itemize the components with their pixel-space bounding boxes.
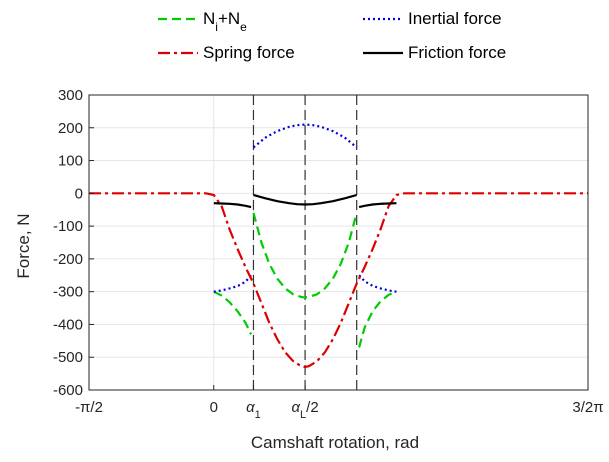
series-ni-ne xyxy=(213,212,397,348)
legend-label: Spring force xyxy=(203,43,295,62)
y-tick-label: 0 xyxy=(75,185,83,202)
series-segment xyxy=(213,202,252,209)
series-segment xyxy=(358,274,397,293)
series-spring-force xyxy=(89,192,588,369)
series-segment xyxy=(252,212,358,299)
legend-label: Inertial force xyxy=(408,9,502,28)
series-lines xyxy=(89,123,588,369)
x-tick-label: 3/2π xyxy=(572,399,603,416)
axes xyxy=(88,94,589,391)
y-tick-label: -500 xyxy=(53,349,83,366)
alpha-markers xyxy=(252,95,358,390)
series-segment xyxy=(358,202,397,209)
plot-frame xyxy=(88,94,589,391)
series-segment xyxy=(253,193,357,206)
y-tick-label: 200 xyxy=(58,120,83,137)
series-segment xyxy=(213,290,253,335)
x-axis-label: Camshaft rotation, rad xyxy=(251,433,419,452)
y-tick-label: -400 xyxy=(53,316,83,333)
legend-label: Ni+Ne xyxy=(203,9,247,34)
series-inertial-force xyxy=(213,123,397,293)
series-segment xyxy=(252,123,358,149)
y-tick-label: -100 xyxy=(53,218,83,235)
legend-label: Friction force xyxy=(408,43,506,62)
y-tick-label: 100 xyxy=(58,153,83,170)
x-tick-label: α1 xyxy=(246,399,261,421)
legend-item-spring-force: Spring force xyxy=(158,43,295,62)
tick-labels: 300 200 100 0 -100 -200 -300 -400 -500 -600-π/2 0 α… xyxy=(53,87,604,421)
x-tick-label: αL/2 xyxy=(291,399,318,421)
y-axis-label: Force, N xyxy=(14,213,33,278)
y-tick-label: -200 xyxy=(53,251,83,268)
series-segment xyxy=(213,274,252,293)
legend-item-ni-ne: Ni+Ne xyxy=(158,9,247,34)
x-tick-label: -π/2 xyxy=(75,399,103,416)
y-tick-label: 300 xyxy=(58,87,83,104)
series-segment xyxy=(89,192,588,369)
x-tick-label: 0 xyxy=(210,399,218,416)
y-tick-label: -600 xyxy=(53,382,83,399)
grid xyxy=(88,94,589,391)
legend-item-inertial-force: Inertial force xyxy=(363,9,502,28)
legend: Ni+Ne Inertial force Spring force Friction … xyxy=(158,9,506,62)
series-friction-force xyxy=(213,193,397,209)
y-tick-label: -300 xyxy=(53,284,83,301)
legend-item-friction-force: Friction force xyxy=(363,43,506,62)
series-segment xyxy=(358,290,397,348)
